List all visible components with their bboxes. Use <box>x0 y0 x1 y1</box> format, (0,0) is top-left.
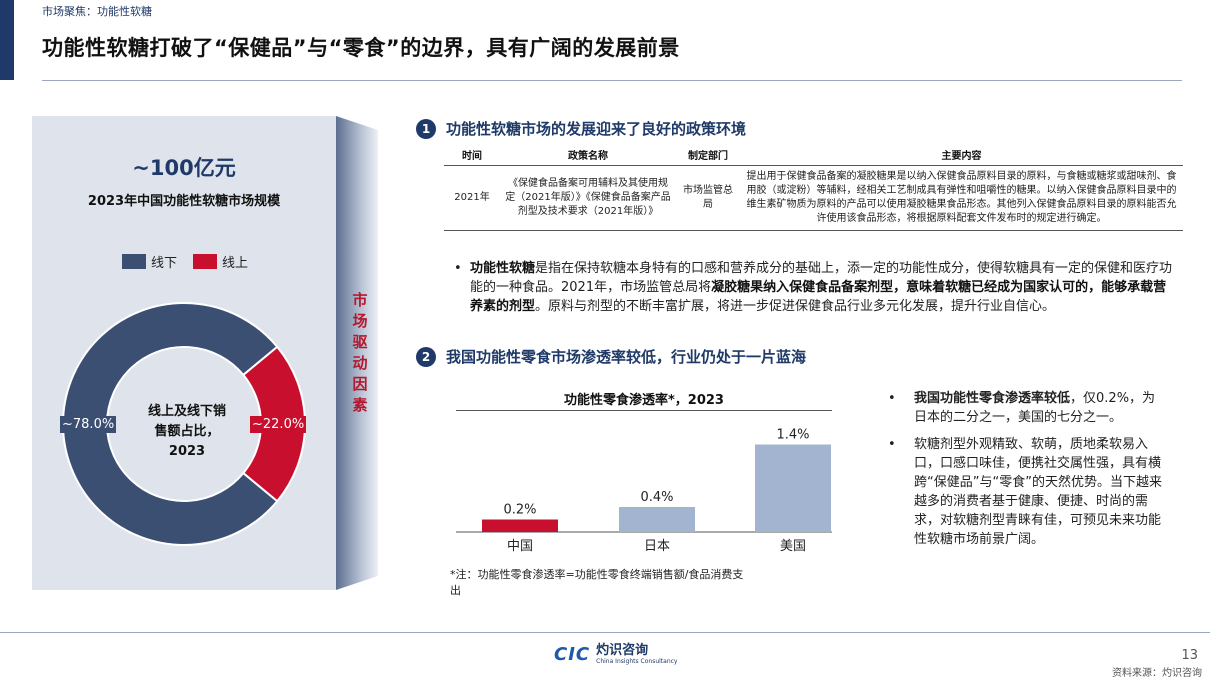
company-logo: CIC 灼识咨询 China Insights Consultancy <box>554 643 678 666</box>
donut-label-online: ~22.0% <box>250 416 307 433</box>
bullet-dot: • <box>888 437 896 452</box>
bar-value-label-3: 1.4% <box>776 428 809 443</box>
section2-number: 2 <box>416 346 436 367</box>
bar-1 <box>482 519 558 532</box>
donut-center-line2: 售额占比， <box>154 424 220 439</box>
bar-category-label-2: 日本 <box>644 539 670 554</box>
legend-swatch-online <box>193 254 218 269</box>
accent-bar <box>0 0 14 80</box>
donut-slice-offline <box>62 302 279 546</box>
title-divider <box>42 80 1182 81</box>
legend-label-online: 线上 <box>222 256 249 271</box>
section-tag: 市场聚焦：功能性软糖 <box>42 5 152 18</box>
policy-table: 时间 政策名称 制定部门 主要内容 2021年 《保健食品备案可用辅料及其使用规… <box>444 145 1183 231</box>
bar-value-label-2: 0.4% <box>640 490 673 505</box>
bullet-text: ，仅0.2%，为日本的二分之一，美国的七分之一。 <box>914 391 1156 425</box>
section1-number: 1 <box>416 118 436 139</box>
legend-swatch-offline <box>122 254 146 269</box>
bar-3 <box>755 444 831 532</box>
bar-chart-title-rule <box>456 410 832 411</box>
list-item: • 我国功能性零食渗透率较低，仅0.2%，为日本的二分之一，美国的七分之一。 <box>888 389 1168 427</box>
market-panel: ~100亿元 2023年中国功能性软糖市场规模 线下 线上 线上及线下销 售额占… <box>32 116 336 590</box>
donut-legend: 线下 线上 <box>122 252 264 271</box>
logo-mark: CIC <box>554 644 591 665</box>
logo-en: China Insights Consultancy <box>596 658 678 665</box>
donut-center-line3: 2023 <box>168 444 206 459</box>
col-header-time: 时间 <box>444 145 500 166</box>
section1-bullet: • 功能性软糖是指在保持软糖本身特有的口感和营养成分的基础上，添一定的功能性成分… <box>454 261 1172 314</box>
cell-policy: 《保健食品备案可用辅料及其使用规定（2021年版）》《保健食品备案产品剂型及技术… <box>500 165 676 231</box>
bar-value-label-1: 0.2% <box>503 503 536 518</box>
cell-content: 提出用于保健食品备案的凝胶糖果是以纳入保健食品原料目录的原料，与食糖或糖浆或甜味… <box>740 165 1183 231</box>
cell-dept: 市场监管总局 <box>676 165 740 231</box>
bullet-dot: • <box>888 391 896 406</box>
bar-chart-title: 功能性零食渗透率*，2023 <box>564 393 724 408</box>
chart-footnote: *注：功能性零食渗透率=功能性零食终端销售额/食品消费支出 <box>450 568 744 597</box>
bar-chart: 0.2% 中国 0.4% 日本 1.4% 美国 <box>456 428 832 554</box>
section2-header: 2 我国功能性零食市场渗透率较低，行业仍处于一片蓝海 <box>416 346 806 367</box>
page-number: 13 <box>1181 648 1198 663</box>
logo-cn: 灼识咨询 <box>596 643 649 658</box>
legend-item-online: 线上 <box>193 252 248 271</box>
section2-title: 我国功能性零食市场渗透率较低，行业仍处于一片蓝海 <box>446 348 807 366</box>
bullet-text-1: 是指在保持软糖本身特有的口感和营养成分的基础上，添一定的功能性成分，使得软糖具有… <box>470 261 1172 295</box>
donut-center-label: 线上及线下销 售额占比， 2023 <box>132 402 242 462</box>
footer-divider <box>0 632 1210 633</box>
policy-table-header-row: 时间 政策名称 制定部门 主要内容 <box>444 145 1183 166</box>
bullet-text: 软糖剂型外观精致、软萌，质地柔软易入口，口感口味佳，便携社交属性强，具有横跨“保… <box>914 437 1162 547</box>
donut-center-line1: 线上及线下销 <box>147 404 226 419</box>
table-row: 2021年 《保健食品备案可用辅料及其使用规定（2021年版）》《保健食品备案产… <box>444 165 1183 231</box>
bullet-bold: 我国功能性零食渗透率较低 <box>914 391 1071 406</box>
legend-label-offline: 线下 <box>151 256 178 271</box>
col-header-policy: 政策名称 <box>500 145 676 166</box>
bar-category-label-1: 中国 <box>507 539 533 554</box>
bullet-bold-term: 功能性软糖 <box>469 261 535 276</box>
market-drivers-label: 市场驱动因素 <box>352 291 368 414</box>
section1-header: 1 功能性软糖市场的发展迎来了良好的政策环境 <box>416 118 746 139</box>
col-header-dept: 制定部门 <box>676 145 740 166</box>
bullet-bold-highlight: 凝胶糖果纳入保健食品备案剂型，意味着软糖已经成为国家认可的，能够承载营养素的剂型 <box>470 280 1167 314</box>
page-title: 功能性软糖打破了“保健品”与“零食”的边界，具有广阔的发展前景 <box>42 36 680 60</box>
legend-item-offline: 线下 <box>122 252 177 271</box>
section2-bullets: • 我国功能性零食渗透率较低，仅0.2%，为日本的二分之一，美国的七分之一。 • 软… <box>888 389 1168 557</box>
market-size-caption: 2023年中国功能性软糖市场规模 <box>87 194 281 209</box>
driver-connector <box>336 116 378 590</box>
source-note: 资料来源：灼识咨询 <box>1112 668 1202 679</box>
bullet-text-2: 。原料与剂型的不断丰富扩展，将进一步促进保健食品行业多元化发展，提升行业自信心。 <box>535 299 1056 314</box>
section1-title: 功能性软糖市场的发展迎来了良好的政策环境 <box>446 120 747 138</box>
bar-category-label-3: 美国 <box>780 539 806 554</box>
market-size-value: ~100亿元 <box>132 156 236 180</box>
list-item: • 软糖剂型外观精致、软萌，质地柔软易入口，口感口味佳，便携社交属性强，具有横跨“… <box>888 435 1168 549</box>
bar-2 <box>619 507 695 532</box>
donut-label-offline: ~78.0% <box>60 416 117 433</box>
col-header-content: 主要内容 <box>740 145 1183 166</box>
cell-time: 2021年 <box>444 165 500 231</box>
